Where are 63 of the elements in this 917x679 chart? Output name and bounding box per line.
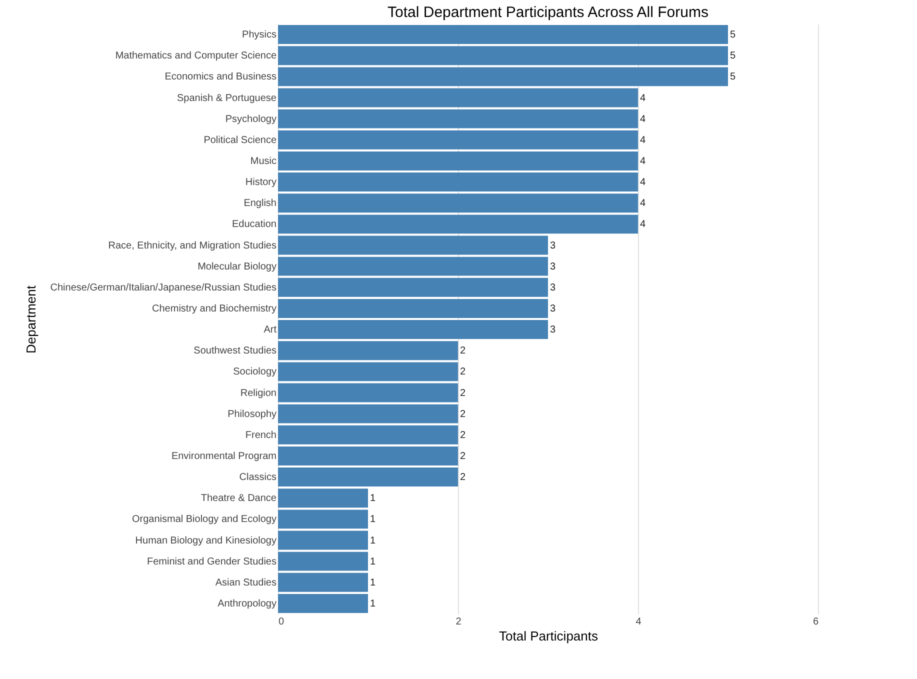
- data-label: 4: [640, 156, 646, 167]
- y-tick-label: Anthropology: [218, 598, 276, 610]
- x-tick-label: 4: [636, 616, 642, 628]
- data-label: 3: [550, 261, 556, 272]
- data-label: 4: [640, 219, 646, 230]
- x-tick-label: 6: [812, 616, 819, 628]
- data-label: 4: [640, 134, 646, 146]
- y-tick-label: French: [245, 430, 276, 441]
- y-tick-label: Philosophy: [228, 408, 276, 420]
- y-tick-label: Chinese/German/Italian/Japanese/Russian Studies: [50, 282, 276, 294]
- y-tick-label: Organismal Biology and Ecology: [132, 514, 276, 526]
- y-tick-label: Art: [264, 324, 277, 336]
- data-label: 4: [640, 92, 646, 104]
- data-label: 1: [370, 598, 376, 610]
- y-tick-label: Psychology: [225, 114, 276, 125]
- y-tick-label: English: [244, 198, 276, 210]
- data-label: 1: [370, 535, 376, 546]
- x-axis-title: Total Participants: [499, 628, 598, 644]
- y-tick-label: Music: [250, 156, 276, 167]
- data-label: 2: [460, 430, 466, 441]
- x-tick-label: 2: [456, 616, 462, 628]
- y-tick-label: Environmental Program: [171, 450, 276, 462]
- data-label: 2: [460, 388, 466, 399]
- data-label: 2: [460, 472, 466, 484]
- y-tick-label: Physics: [242, 30, 276, 41]
- data-label: 5: [730, 72, 736, 83]
- y-tick-label: Race, Ethnicity, and Migration Studies: [108, 240, 276, 252]
- y-axis-title: Department: [24, 285, 38, 354]
- data-label: 5: [730, 30, 736, 41]
- data-label: 2: [460, 408, 466, 420]
- data-label: 3: [550, 303, 556, 314]
- y-tick-label: Mathematics and Computer Science: [115, 50, 277, 62]
- chart-title: Total Department Participants Across All Forums: [388, 4, 708, 21]
- data-label: 3: [550, 240, 556, 252]
- data-label: 2: [460, 346, 466, 357]
- data-label: 4: [640, 114, 646, 125]
- y-tick-label: Theatre & Dance: [200, 493, 277, 504]
- y-tick-label: Religion: [240, 388, 276, 399]
- y-tick-label: Chemistry and Biochemistry: [152, 303, 276, 314]
- data-label: 2: [460, 450, 466, 462]
- data-label: 3: [550, 324, 556, 336]
- y-tick-label: Human Biology and Kinesiology: [135, 535, 276, 546]
- data-label: 4: [640, 177, 646, 188]
- data-label: 1: [370, 493, 376, 504]
- y-tick-label: Economics and Business: [164, 72, 276, 83]
- y-tick-label: Sociology: [233, 366, 276, 378]
- y-tick-label: Feminist and Gender Studies: [146, 556, 276, 568]
- y-tick-label: Southwest Studies: [194, 346, 276, 357]
- y-tick-label: Molecular Biology: [198, 261, 276, 272]
- data-label: 1: [370, 514, 376, 526]
- data-label: 2: [460, 366, 466, 378]
- data-label: 3: [550, 282, 556, 294]
- data-label: 1: [370, 556, 376, 568]
- x-tick-label: 0: [278, 616, 284, 628]
- data-label: 4: [640, 198, 646, 210]
- y-tick-label: Spanish & Portuguese: [176, 92, 277, 104]
- data-label: 1: [370, 577, 376, 588]
- y-tick-label: History: [245, 177, 276, 188]
- y-tick-label: Asian Studies: [215, 577, 276, 588]
- data-label: 5: [730, 50, 736, 62]
- y-tick-label: Classics: [239, 472, 276, 484]
- y-tick-label: Political Science: [204, 134, 277, 146]
- y-tick-label: Education: [232, 219, 276, 230]
